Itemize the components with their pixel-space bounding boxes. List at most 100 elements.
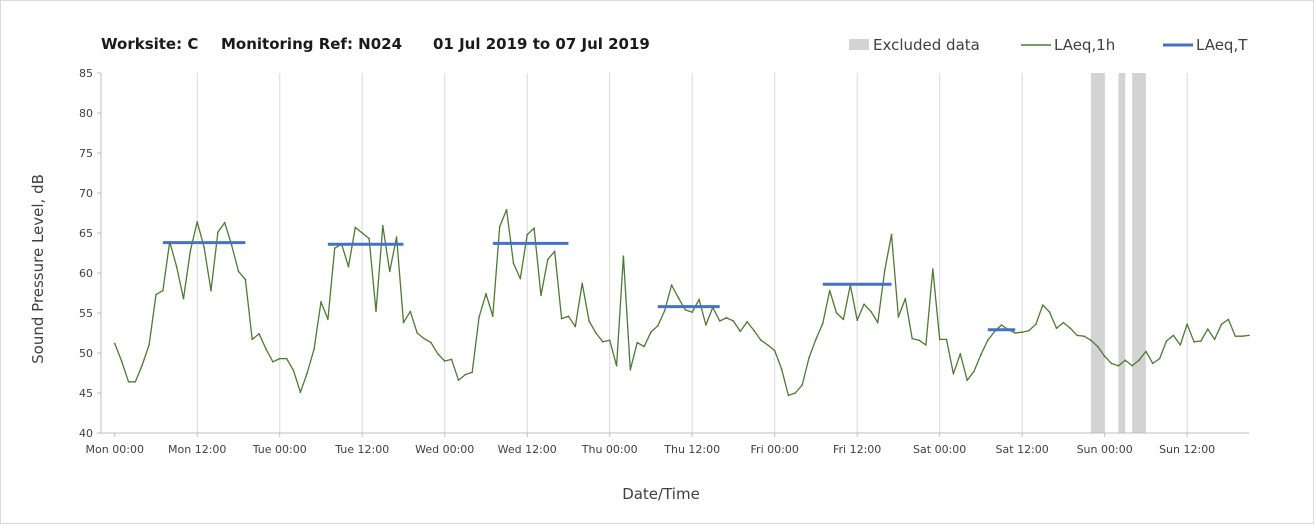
laeq-1h-point-4 bbox=[141, 364, 144, 366]
laeq-1h-point-14 bbox=[210, 289, 212, 292]
laeq-1h-point-57 bbox=[505, 209, 508, 211]
laeq-1h-point-39 bbox=[382, 225, 384, 227]
laeq-1h-point-31 bbox=[327, 318, 329, 321]
laeq-1h-point-162 bbox=[1227, 318, 1230, 321]
laeq-1h-point-79 bbox=[657, 325, 659, 327]
laeq-1h-point-34 bbox=[347, 265, 350, 268]
legend-label-0: Excluded data bbox=[873, 36, 980, 54]
laeq-1h-point-60 bbox=[526, 233, 529, 236]
laeq-1h-point-132 bbox=[1021, 331, 1023, 334]
laeq-1h-point-131 bbox=[1014, 332, 1017, 334]
x-tick-label-24: Tue 00:00 bbox=[252, 443, 307, 456]
laeq-1h-point-24 bbox=[278, 357, 281, 360]
laeq-1h-point-53 bbox=[478, 316, 480, 318]
laeq-1h-point-36 bbox=[361, 232, 364, 234]
laeq-1h-point-13 bbox=[203, 246, 205, 249]
laeq-1h-point-45 bbox=[423, 337, 425, 340]
laeq-1h-point-121 bbox=[945, 338, 948, 341]
legend-swatch-excluded-data bbox=[849, 39, 869, 50]
laeq-1h-point-71 bbox=[602, 341, 604, 343]
laeq-1h-point-112 bbox=[883, 269, 886, 272]
laeq-1h-point-164 bbox=[1241, 335, 1243, 338]
laeq-1h-point-40 bbox=[388, 270, 391, 273]
y-tick-label-55: 55 bbox=[79, 307, 93, 320]
laeq-1h-point-72 bbox=[608, 339, 611, 342]
x-tick-label-12: Mon 12:00 bbox=[168, 443, 226, 456]
excluded-data-band-0 bbox=[1090, 73, 1105, 433]
x-axis-title: Date/Time bbox=[622, 485, 700, 503]
title-monitoring-ref: Monitoring Ref: N024 bbox=[221, 35, 402, 53]
laeq-1h-point-157 bbox=[1193, 341, 1195, 343]
laeq-1h-point-91 bbox=[739, 330, 742, 333]
laeq-1h-point-89 bbox=[725, 317, 728, 319]
laeq-1h-point-124 bbox=[966, 379, 968, 382]
x-tick-label-132: Sat 12:00 bbox=[996, 443, 1049, 456]
laeq-1h-point-110 bbox=[870, 310, 872, 313]
laeq-1h-point-117 bbox=[918, 339, 920, 342]
laeq-1h-point-125 bbox=[973, 370, 975, 373]
x-tick-label-48: Wed 00:00 bbox=[415, 443, 474, 456]
laeq-1h-point-82 bbox=[677, 297, 680, 299]
laeq-1h-point-2 bbox=[127, 381, 130, 383]
excluded-data-band-2 bbox=[1132, 73, 1146, 433]
laeq-1h-point-93 bbox=[753, 329, 755, 332]
laeq-1h-point-61 bbox=[533, 227, 535, 229]
laeq-1h-point-54 bbox=[485, 293, 487, 295]
series-laeq-1h-line bbox=[114, 209, 1250, 397]
y-tick-label-75: 75 bbox=[79, 147, 93, 160]
x-tick-label-60: Wed 12:00 bbox=[498, 443, 557, 456]
x-tick-label-0: Mon 00:00 bbox=[86, 443, 144, 456]
laeq-1h-point-156 bbox=[1186, 323, 1188, 326]
laeq-1h-point-0 bbox=[113, 342, 116, 345]
laeq-1h-point-96 bbox=[773, 349, 776, 352]
laeq-1h-point-138 bbox=[1062, 321, 1065, 324]
laeq-1h-point-143 bbox=[1096, 345, 1099, 348]
y-tick-label-70: 70 bbox=[79, 187, 93, 200]
y-axis-title: Sound Pressure Level, dB bbox=[29, 174, 47, 364]
laeq-1h-point-12 bbox=[196, 221, 199, 223]
laeq-1h-point-1 bbox=[120, 360, 123, 362]
laeq-1h-point-41 bbox=[395, 236, 398, 238]
laeq-1h-point-18 bbox=[237, 270, 240, 273]
laeq-1h-point-64 bbox=[553, 250, 556, 253]
laeq-1h-point-37 bbox=[368, 237, 370, 240]
laeq-1h-point-153 bbox=[1165, 340, 1168, 342]
laeq-1h-point-134 bbox=[1035, 323, 1037, 326]
laeq-1h-point-136 bbox=[1048, 311, 1051, 314]
laeq-1h-point-127 bbox=[986, 339, 989, 342]
laeq-1h-point-98 bbox=[787, 394, 790, 397]
laeq-1h-point-155 bbox=[1179, 344, 1182, 346]
laeq-1h-point-154 bbox=[1172, 334, 1175, 337]
laeq-1h-point-29 bbox=[313, 348, 315, 350]
laeq-1h-point-115 bbox=[904, 297, 907, 300]
laeq-1h-point-10 bbox=[182, 297, 185, 300]
laeq-1h-point-74 bbox=[622, 255, 625, 257]
laeq-1h-point-95 bbox=[767, 344, 769, 346]
laeq-1h-point-59 bbox=[519, 277, 522, 280]
series bbox=[113, 209, 1250, 397]
laeq-1h-point-50 bbox=[457, 379, 460, 382]
laeq-1h-point-9 bbox=[175, 265, 178, 268]
laeq-1h-point-25 bbox=[285, 357, 288, 360]
y-tick-label-85: 85 bbox=[79, 67, 93, 80]
laeq-1h-point-3 bbox=[134, 381, 137, 383]
laeq-1h-point-81 bbox=[670, 284, 673, 286]
laeq-1h-point-78 bbox=[650, 331, 652, 334]
laeq-1h-point-103 bbox=[821, 322, 824, 325]
laeq-1h-point-152 bbox=[1158, 357, 1161, 360]
laeq-1h-point-70 bbox=[595, 332, 597, 334]
laeq-1h-point-94 bbox=[760, 339, 762, 342]
laeq-1h-point-20 bbox=[251, 338, 254, 341]
laeq-1h-point-55 bbox=[492, 315, 494, 318]
laeq-1h-point-5 bbox=[148, 344, 150, 346]
laeq-1h-point-116 bbox=[911, 337, 913, 340]
laeq-1h-point-85 bbox=[698, 298, 700, 301]
laeq-1h-point-109 bbox=[863, 303, 865, 306]
laeq-1h-point-99 bbox=[794, 392, 797, 394]
laeq-1h-point-97 bbox=[780, 368, 783, 370]
laeq-1h-point-105 bbox=[835, 312, 838, 314]
laeq-1h-point-119 bbox=[931, 268, 934, 270]
laeq-1h-point-30 bbox=[320, 301, 322, 303]
